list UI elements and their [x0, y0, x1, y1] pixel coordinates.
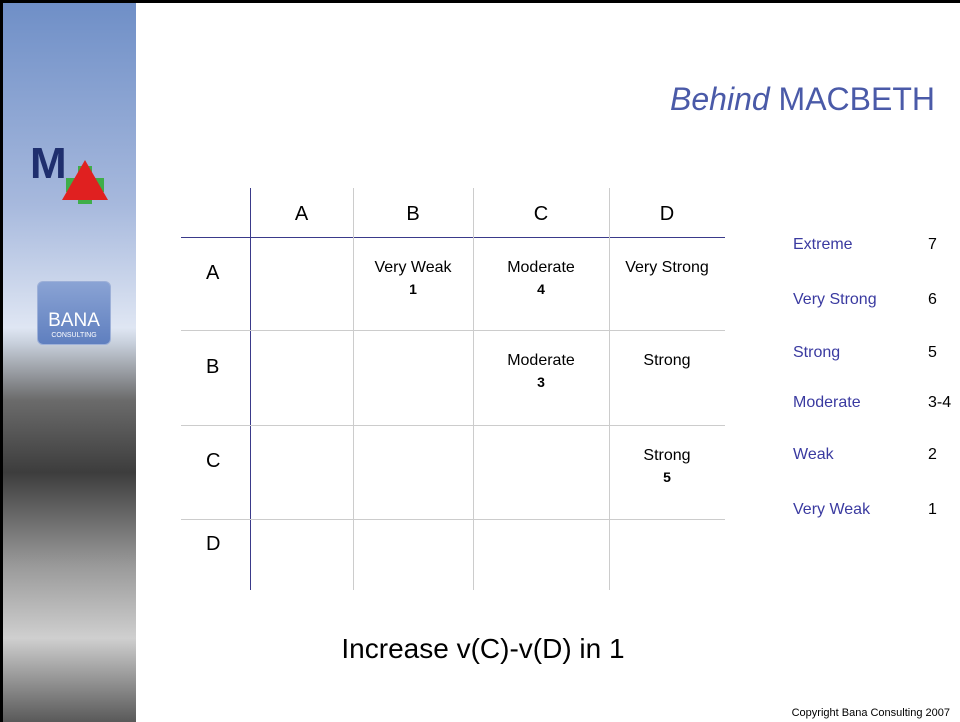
title-rest: MACBETH: [778, 81, 935, 117]
col-header: C: [533, 203, 549, 225]
cell: Strong: [609, 352, 725, 370]
sidebar: [3, 3, 136, 722]
row-rule: [181, 519, 725, 520]
bana-logo: BANA CONSULTING: [37, 281, 111, 345]
cell-text: Very Strong: [625, 259, 709, 276]
col-header: B: [406, 203, 420, 225]
brand-sub: CONSULTING: [51, 332, 97, 339]
cell-text: Strong: [643, 352, 691, 369]
cell-number: 3: [537, 374, 545, 390]
scale-name: Moderate: [793, 394, 861, 411]
copyright: Copyright Bana Consulting 2007: [791, 707, 950, 719]
row-header: C: [206, 450, 221, 472]
scale-name: Very Strong: [793, 291, 877, 308]
scale-value: 7: [928, 236, 937, 253]
cell: Moderate 3: [473, 352, 609, 390]
col-header: D: [659, 203, 675, 225]
row-header: D: [206, 532, 221, 555]
title-emphasis: Behind: [670, 81, 770, 117]
row-header: B: [206, 355, 220, 378]
scale-name: Weak: [793, 446, 834, 463]
cell-number: 4: [537, 281, 545, 297]
h-rule: [181, 237, 725, 238]
logo-letter: M: [30, 139, 67, 188]
scale-value: 6: [928, 291, 937, 308]
brand: BANA: [48, 310, 100, 331]
col-header: A: [294, 203, 309, 225]
scale-name: Strong: [793, 344, 841, 361]
row-header: A: [206, 261, 220, 284]
col-rule: [609, 188, 610, 590]
cell-number: 1: [409, 281, 417, 297]
scale-value: 5: [928, 344, 937, 361]
scale-name: Very Weak: [793, 501, 871, 518]
scale-value: 3-4: [928, 394, 952, 411]
cell-text: Strong: [643, 447, 691, 464]
v-rule: [250, 188, 251, 590]
title: Behind MACBETH: [670, 81, 935, 118]
cell: Very Strong: [609, 259, 725, 277]
row-rule: [181, 330, 725, 331]
col-rule: [473, 188, 474, 590]
scale-value: 2: [928, 446, 937, 463]
cell-text: Very Weak: [374, 259, 452, 276]
cell: Very Weak 1: [353, 259, 473, 297]
logo-triangle: [62, 160, 108, 200]
scale-value: 1: [928, 501, 937, 518]
cell: Strong 5: [609, 447, 725, 485]
scale-name: Extreme: [793, 236, 853, 253]
col-rule: [353, 188, 354, 590]
cell: Moderate 4: [473, 259, 609, 297]
cell-text: Moderate: [507, 352, 575, 369]
row-rule: [181, 425, 725, 426]
cell-number: 5: [663, 469, 671, 485]
footer: Increase v(C)-v(D) in 1: [341, 633, 625, 664]
m-logo: M: [30, 139, 108, 204]
cell-text: Moderate: [507, 259, 575, 276]
